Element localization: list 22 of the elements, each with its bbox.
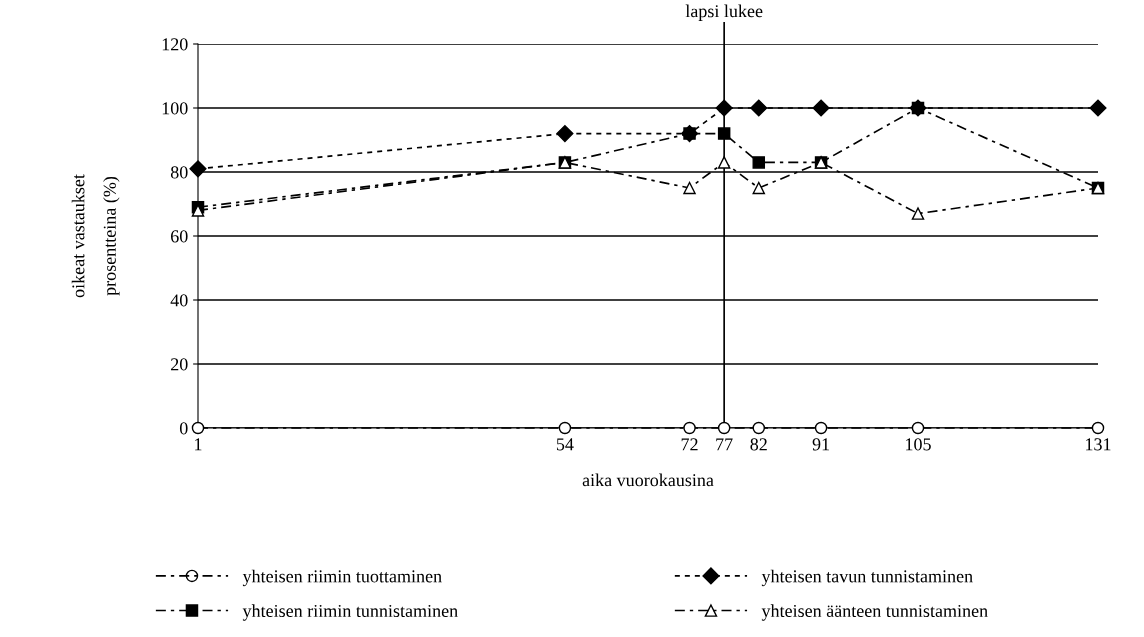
x-tick-label: 131 <box>1086 438 1111 451</box>
legend-label: yhteisen riimin tuottaminen <box>242 569 442 587</box>
legend-label: yhteisen riimin tunnistaminen <box>242 604 458 621</box>
x-tick-label: 1 <box>195 438 202 451</box>
x-tick-label: 54 <box>556 438 574 451</box>
y-tick-label: 120 <box>162 38 188 51</box>
x-axis-title: aika vuorokausina <box>582 473 714 487</box>
y-axis-title: oikeat vastaukset prosentteina (%) <box>71 174 120 298</box>
ref-line-label: lapsi lukee <box>685 4 763 21</box>
x-tick-label: 77 <box>716 438 733 451</box>
legend-label: yhteisen tavun tunnistaminen <box>761 569 973 587</box>
y-tick-label: 40 <box>170 294 188 307</box>
y-tick-label: 100 <box>162 102 188 115</box>
x-tick-label: 105 <box>906 438 931 451</box>
legend-label: yhteisen äänteen tunnistaminen <box>761 604 988 621</box>
x-tick-label: 82 <box>750 438 767 451</box>
x-tick-label: 72 <box>681 438 698 451</box>
y-tick-label: 80 <box>170 166 188 179</box>
y-tick-label: 0 <box>179 422 188 435</box>
y-tick-label: 20 <box>171 358 188 371</box>
y-tick-label: 60 <box>171 230 188 243</box>
x-tick-label: 91 <box>812 438 830 451</box>
